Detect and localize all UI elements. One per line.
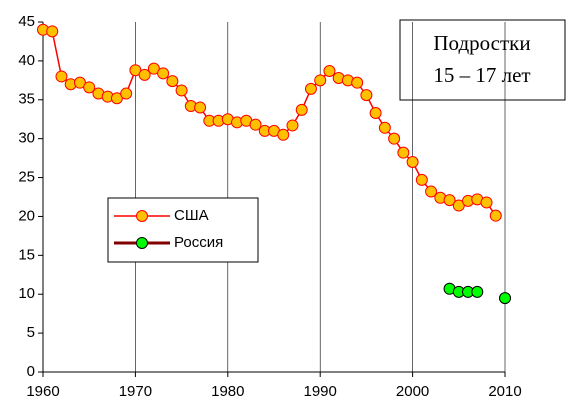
marker [388,132,401,145]
marker [157,67,170,80]
x-tick-label: 1990 [304,383,337,400]
x-tick-label: 1960 [26,383,59,400]
marker [378,121,391,134]
x-tick-label: 1980 [211,383,244,400]
marker [471,285,484,298]
marker [415,173,428,186]
y-tick-label: 35 [18,91,35,108]
x-tick-label: 2000 [396,383,429,400]
marker [406,156,419,168]
marker [249,118,262,131]
annotation: 15 – 17 лет [433,63,530,87]
marker [397,146,410,159]
y-tick-label: 40 [18,52,35,69]
annotation: Подростки [433,31,530,55]
y-tick-label: 30 [18,130,35,147]
y-tick-label: 10 [18,285,35,302]
marker [83,81,96,94]
x-tick-label: 1970 [119,383,152,400]
y-tick-label: 0 [27,363,35,380]
marker [480,196,493,209]
marker [443,194,456,207]
marker [425,185,438,198]
marker [194,101,207,114]
y-tick-label: 15 [18,246,35,263]
legend-label: США [174,207,209,224]
y-tick-label: 45 [18,13,35,30]
marker [166,75,179,88]
marker [175,84,188,97]
marker [295,103,308,116]
marker [351,76,364,89]
marker [489,209,502,222]
marker [277,128,290,141]
marker [46,25,59,38]
legend-marker [136,210,148,222]
y-tick-label: 25 [18,169,35,186]
y-tick-label: 5 [27,324,35,341]
marker [286,119,299,132]
marker [304,82,317,95]
marker [323,65,336,77]
legend-label: Россия [174,234,223,251]
marker [138,68,151,81]
marker [55,70,68,83]
legend-box [107,197,259,263]
marker [499,292,511,305]
annotation-box [399,19,566,101]
y-tick-label: 20 [18,207,35,224]
legend-marker [136,237,148,249]
marker [314,74,327,87]
marker [360,89,373,102]
marker [369,107,382,119]
x-tick-label: 2010 [488,383,521,400]
marker [120,87,133,100]
